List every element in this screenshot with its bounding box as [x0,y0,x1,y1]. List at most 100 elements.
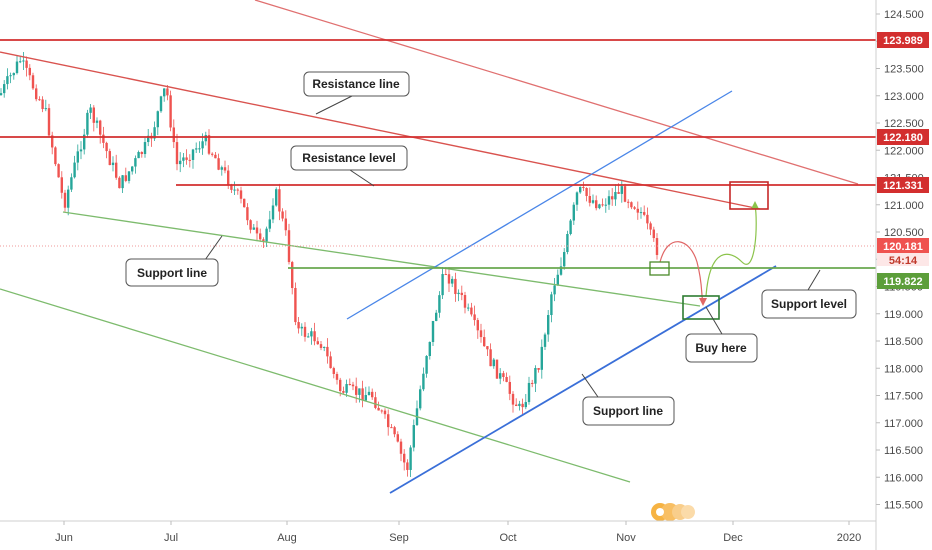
candle-body [111,162,115,166]
y-tick-label: 117.500 [884,391,923,403]
price-tag-119822: 119.822 [877,273,929,289]
candle-body [214,154,217,159]
candle-body [291,262,294,288]
candle-body [57,164,60,178]
candle-body [524,402,527,408]
candle-body [355,386,358,395]
candle-body [636,208,639,213]
candle-body [115,162,118,178]
candle-body [390,427,393,429]
channel-upper-line[interactable] [346,90,733,320]
candle-body [35,88,38,100]
candle-body [323,346,326,348]
x-tick-label: Jun [55,532,73,544]
y-tick-label: 122.000 [884,145,924,157]
resistance-trendline-upper[interactable] [254,0,859,185]
candle-body [339,379,342,392]
channel-support-line[interactable] [389,265,777,494]
candle-body [284,218,287,231]
support-trendline-green-lower[interactable] [0,288,631,483]
candle-body [361,388,364,401]
candle-body [73,162,76,178]
candle-body [38,99,41,101]
callout-support-level-label: Support level [771,297,847,311]
candle-body [617,192,620,194]
candle-body [492,359,495,367]
candle-body [630,202,633,208]
candle-body [438,295,441,313]
candle-body [185,157,188,160]
support-trendline-green-upper[interactable] [62,211,701,307]
support-touch-box[interactable] [649,261,670,276]
callout-buy-here[interactable]: Buy here [685,306,758,363]
candle-body [556,274,559,286]
candle-body [211,153,214,155]
plot-area[interactable]: Resistance line Resistance level Support… [0,0,876,521]
buy-zone-box[interactable] [682,295,720,320]
resistance-trendline[interactable] [0,51,761,210]
candle-body [495,359,499,379]
y-tick-label: 122.500 [884,118,924,130]
candle-body [163,88,166,97]
callout-support-level[interactable]: Support level [761,269,857,319]
candle-body [227,170,230,186]
svg-text:119.822: 119.822 [883,276,922,288]
price-tag-121331: 121.331 [877,177,929,193]
countdown-timer: 54:14 [889,255,918,267]
callout-support-line-right[interactable]: Support line [581,373,675,426]
candle-body [83,134,86,150]
candle-body [319,344,323,348]
candle-body [348,384,351,386]
candle-body [287,230,291,263]
candle-body [364,395,367,401]
candle-body [566,234,569,253]
candle-body [444,274,447,276]
candle-body [595,200,598,209]
candle-body [486,346,489,350]
candle-body [470,307,473,315]
candle-body [483,337,486,347]
candle-body [345,384,348,393]
y-tick-label: 118.000 [884,363,923,375]
candle-body [367,391,371,396]
target-box[interactable] [729,181,769,210]
candle-body [252,227,255,230]
candle-body [380,410,383,412]
callout-support-line-right-label: Support line [593,404,663,418]
candle-body [6,76,9,85]
candle-body [278,189,281,212]
candle-body [15,61,19,74]
candle-body [598,204,601,209]
x-tick-label: Oct [499,532,516,544]
candle-body [243,198,246,208]
candle-body [422,373,425,390]
candle-body [233,189,236,191]
candle-body [230,185,233,190]
callout-support-line-left[interactable]: Support line [125,235,223,287]
candle-body [147,135,150,143]
candle-body [655,238,659,255]
candle-body [521,403,524,408]
x-axis[interactable]: Jun Jul Aug Sep Oct Nov Dec 2020 [0,520,876,544]
projection-down-arrowhead [699,298,707,306]
candle-body [92,107,95,123]
candle-body [102,134,105,143]
y-tick-label: 123.500 [884,64,924,76]
x-tick-label: Dec [723,532,743,544]
candle-body [569,220,572,235]
callout-resistance-line-label: Resistance line [312,77,400,91]
candle-body [86,112,89,135]
candle-body [265,228,268,242]
price-tag-123989: 123.989 [877,32,929,48]
y-tick-label: 121.000 [884,200,924,212]
callout-resistance-line[interactable]: Resistance line [303,71,410,115]
callout-resistance-level[interactable]: Resistance level [290,145,408,187]
candle-body [435,312,438,321]
projection-up-path [705,204,757,297]
candle-body [457,292,460,295]
x-tick-label: Sep [389,532,409,544]
candle-body [467,307,470,309]
candle-body [499,373,502,379]
candle-body [204,135,207,142]
